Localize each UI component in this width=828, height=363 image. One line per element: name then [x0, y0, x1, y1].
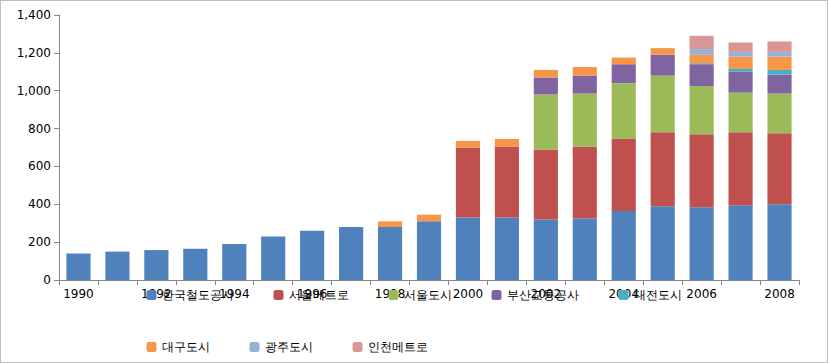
svg-text:1992: 1992: [141, 287, 172, 301]
svg-text:1990: 1990: [63, 287, 94, 301]
svg-text:1,000: 1,000: [17, 84, 51, 98]
svg-text:1998: 1998: [375, 287, 406, 301]
svg-text:인천메트로: 인천메트로: [368, 340, 428, 354]
svg-text:2004: 2004: [608, 287, 639, 301]
svg-text:대전도시: 대전도시: [634, 288, 682, 302]
svg-text:대구도시: 대구도시: [162, 340, 210, 354]
svg-text:서울메트로: 서울메트로: [289, 288, 349, 302]
svg-text:1,400: 1,400: [17, 8, 51, 22]
svg-text:부산교통공사: 부산교통공사: [507, 288, 579, 302]
svg-text:200: 200: [28, 235, 51, 249]
svg-text:한국철도공사: 한국철도공사: [162, 288, 234, 302]
svg-text:광주도시: 광주도시: [265, 340, 313, 354]
svg-text:0: 0: [43, 273, 51, 287]
svg-text:서울도시: 서울도시: [404, 288, 452, 302]
svg-text:800: 800: [28, 122, 51, 136]
svg-text:2008: 2008: [764, 287, 795, 301]
svg-text:2006: 2006: [686, 287, 717, 301]
svg-text:1994: 1994: [219, 287, 250, 301]
svg-text:1,200: 1,200: [17, 46, 51, 60]
svg-text:2000: 2000: [453, 287, 484, 301]
svg-text:400: 400: [28, 197, 51, 211]
svg-text:600: 600: [28, 159, 51, 173]
